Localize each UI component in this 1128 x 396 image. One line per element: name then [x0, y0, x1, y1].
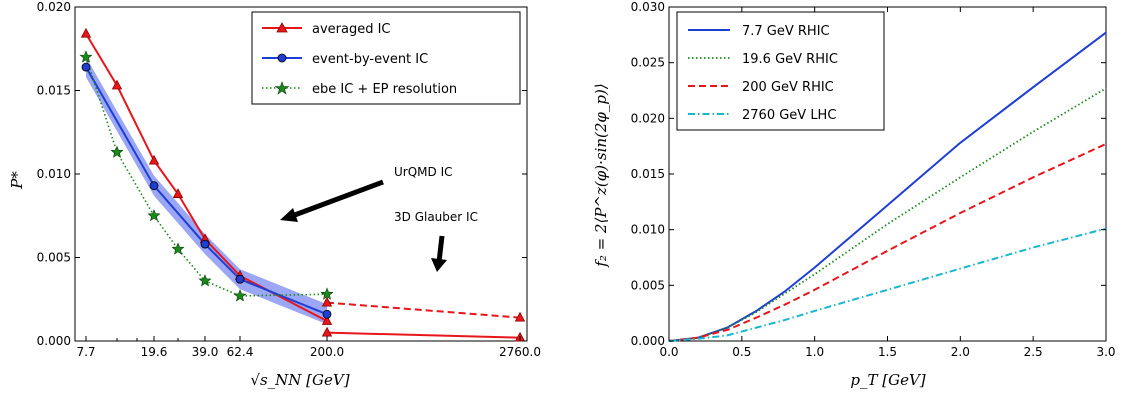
- point-star-ebe-ic-ep-resolution: [198, 274, 212, 287]
- right-x-tick-label: 3.0: [1096, 345, 1115, 359]
- urqmd-arrow: [280, 179, 384, 222]
- left-x-tick-label: 62.4: [227, 345, 254, 359]
- legend-ebe-ic-ep-resolution: ebe IC + EP resolution: [312, 82, 457, 97]
- legend-2760-gev-lhc: 2760 GeV LHC: [742, 108, 836, 123]
- series-line-19-6-gev-rhic: [668, 87, 1107, 342]
- ebe-uncertainty-band: [86, 57, 327, 325]
- legend-event-by-event-ic: event-by-event IC: [312, 52, 428, 67]
- point-star-ebe-ic-ep-resolution: [320, 287, 334, 300]
- annotation-urqmd-ic: UrQMD IC: [394, 165, 453, 179]
- legend-200-gev-rhic: 200 GeV RHIC: [742, 80, 834, 95]
- right-y-tick-label: 0.020: [631, 111, 665, 125]
- point-triangle-averaged-ic-3d-glauber-dashed: [321, 296, 333, 307]
- right-x-tick-label: 1.5: [878, 345, 897, 359]
- left-x-axis-label: √s_NN [GeV]: [250, 371, 349, 389]
- legend-averaged-ic: averaged IC: [312, 22, 391, 37]
- point-triangle-averaged-ic: [111, 79, 123, 90]
- point-star-ebe-ic-ep-resolution: [147, 208, 161, 222]
- right-y-tick-label: 0.000: [631, 334, 665, 348]
- point-star-ebe-ic-ep-resolution: [79, 50, 93, 63]
- left-x-tick-label: 2760.0: [499, 345, 541, 359]
- right-x-tick-label: 2.5: [1024, 345, 1043, 359]
- point-circle-event-by-event-ic: [81, 62, 91, 72]
- glauber-arrow: [431, 235, 447, 272]
- left-x-tick-label: 19.6: [141, 345, 168, 359]
- right-y-axis-label: f₂ = 2⟨P^z(φ)·sin(2φ_p)⟩: [592, 83, 610, 267]
- annotation-3d-glauber-ic: 3D Glauber IC: [394, 210, 478, 224]
- left-legend: averaged IC event-by-event IC ebe IC + E…: [251, 11, 521, 105]
- left-x-tick-label: 200.0: [310, 345, 344, 359]
- series-line-averaged-ic-3d-glauber: [326, 331, 521, 339]
- left-y-tick-label: 0.015: [37, 84, 71, 98]
- legend-7-7-gev-rhic: 7.7 GeV RHIC: [742, 24, 830, 39]
- point-triangle-averaged-ic: [80, 27, 92, 38]
- right-x-tick-label: 0.5: [732, 345, 751, 359]
- left-x-tick-label: 39.0: [192, 345, 219, 359]
- point-triangle-averaged-ic: [148, 154, 160, 165]
- point-circle-event-by-event-ic: [235, 274, 245, 284]
- point-triangle-averaged-ic: [321, 315, 333, 325]
- left-y-tick-label: 0.020: [37, 0, 71, 14]
- right-x-tick-label: 2.0: [951, 345, 970, 359]
- right-y-tick-label: 0.015: [631, 167, 665, 181]
- point-circle-event-by-event-ic: [149, 181, 159, 191]
- left-y-tick-label: 0.010: [37, 167, 71, 181]
- series-line-200-gev-rhic: [668, 142, 1107, 342]
- left-x-tick-label: 7.7: [76, 345, 95, 359]
- right-y-tick-label: 0.010: [631, 223, 665, 237]
- right-x-tick-label: 0.0: [659, 345, 678, 359]
- point-circle-event-by-event-ic: [322, 309, 332, 319]
- point-triangle-averaged-ic: [172, 188, 184, 198]
- series-line-averaged-ic-3d-glauber-dashed: [326, 301, 521, 319]
- right-y-tick-label: 0.005: [631, 278, 665, 292]
- right-x-axis-label: p_T [GeV]: [850, 371, 925, 389]
- left-y-axis-label: P*: [8, 171, 26, 190]
- left-panel: 0.000 0.005 0.010 0.015 0.020 7.7 19.6 39.0 62.4…: [8, 0, 541, 389]
- right-legend: 7.7 GeV RHIC 19.6 GeV RHIC 200 GeV RHIC …: [676, 11, 885, 131]
- right-y-tick-label: 0.025: [631, 56, 665, 70]
- point-circle-event-by-event-ic: [200, 239, 210, 249]
- left-y-tick-label: 0.000: [37, 334, 71, 348]
- point-star-ebe-ic-ep-resolution: [171, 242, 185, 255]
- point-star-ebe-ic-ep-resolution: [233, 289, 247, 302]
- point-star-ebe-ic-ep-resolution: [110, 145, 124, 158]
- right-panel: 0.000 0.005 0.010 0.015 0.020 0.025 0.030 0.0 0.…: [592, 0, 1116, 389]
- point-triangle-averaged-ic-3d-glauber-dashed: [514, 311, 526, 322]
- series-line-2760-gev-lhc: [668, 227, 1107, 342]
- right-y-tick-label: 0.030: [631, 0, 665, 14]
- legend-19-6-gev-rhic: 19.6 GeV RHIC: [742, 52, 838, 67]
- right-x-tick-label: 1.0: [805, 345, 824, 359]
- left-y-tick-label: 0.005: [37, 251, 71, 265]
